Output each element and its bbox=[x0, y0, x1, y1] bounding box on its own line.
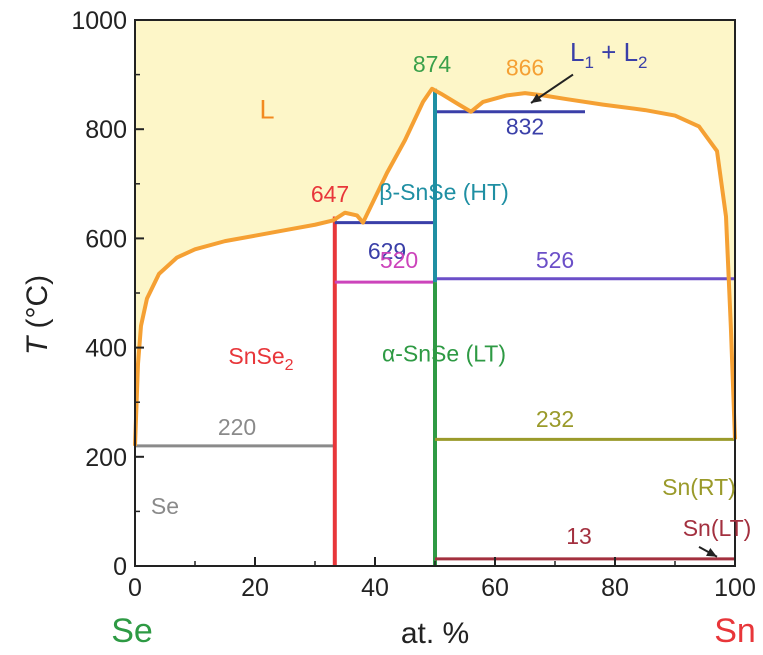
arrow-snlt-head bbox=[706, 547, 717, 557]
label-snse2-main: SnSe bbox=[228, 343, 284, 369]
label-alpha-snse: α-SnSe (LT) bbox=[382, 340, 506, 366]
label-629: 629 bbox=[368, 238, 406, 264]
x-axis-label: at. % bbox=[401, 617, 469, 650]
y-axis-label-unit: (°C) bbox=[21, 275, 54, 337]
y-axis-label: T (°C) bbox=[21, 275, 54, 355]
y-tick-label: 0 bbox=[113, 553, 127, 581]
label-l2-sub: 2 bbox=[638, 53, 647, 72]
se-element-label: Se bbox=[111, 612, 153, 650]
liquidus-curve bbox=[133, 86, 737, 446]
label-sn-lt: Sn(LT) bbox=[683, 515, 752, 541]
label-snse2-sub: 2 bbox=[285, 357, 294, 374]
arrow-l1l2-head bbox=[531, 93, 542, 103]
label-l1-sub: 1 bbox=[584, 53, 593, 72]
label-866: 866 bbox=[506, 55, 544, 81]
x-tick-label: 80 bbox=[601, 574, 629, 602]
liquid-region bbox=[135, 20, 735, 446]
label-snse2: SnSe2 bbox=[228, 343, 293, 374]
label-232: 232 bbox=[536, 406, 574, 432]
label-647: 647 bbox=[311, 181, 349, 207]
y-tick-label: 200 bbox=[85, 444, 127, 472]
label-se-phase: Se bbox=[151, 493, 179, 519]
label-beta-snse: β-SnSe (HT) bbox=[379, 179, 509, 205]
label-l1-l2: L1 + L2 bbox=[570, 37, 648, 72]
x-tick-label: 20 bbox=[241, 574, 269, 602]
label-13: 13 bbox=[566, 523, 592, 549]
label-l2: + L bbox=[594, 37, 638, 67]
y-axis-label-symbol: T bbox=[21, 334, 54, 355]
y-tick-label: 400 bbox=[85, 335, 127, 363]
label-220: 220 bbox=[218, 414, 256, 440]
y-tick-label: 1000 bbox=[71, 7, 127, 35]
x-tick-label: 40 bbox=[361, 574, 389, 602]
label-liquid: L bbox=[259, 94, 274, 124]
label-832: 832 bbox=[506, 114, 544, 140]
x-tick-label: 60 bbox=[481, 574, 509, 602]
label-l1: L bbox=[570, 37, 584, 67]
label-526: 526 bbox=[536, 247, 574, 273]
y-tick-label: 600 bbox=[85, 225, 127, 253]
sn-element-label: Sn bbox=[714, 612, 756, 650]
x-tick-label: 100 bbox=[714, 574, 756, 602]
label-520: 520 bbox=[380, 247, 418, 273]
y-tick-label: 800 bbox=[85, 116, 127, 144]
label-sn-rt: Sn(RT) bbox=[662, 474, 736, 500]
label-874: 874 bbox=[413, 51, 452, 77]
x-tick-label: 0 bbox=[128, 574, 142, 602]
